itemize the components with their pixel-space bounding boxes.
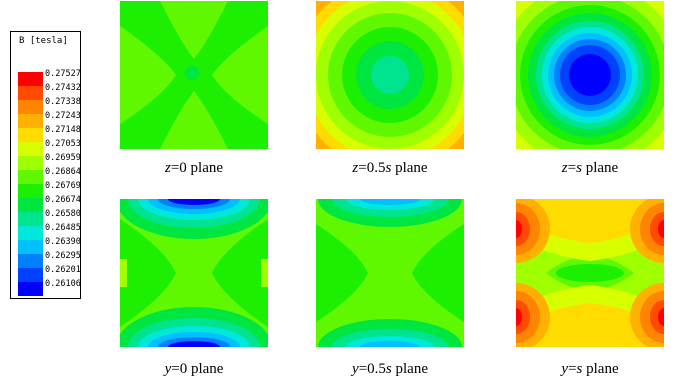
legend-swatch — [18, 240, 43, 254]
contour-plot-z0 — [120, 1, 268, 149]
contour-plot-y05s — [316, 199, 464, 347]
legend-swatch — [18, 226, 43, 240]
caption-y0: y=0 plane — [164, 361, 224, 377]
legend-label: 0.27527 — [45, 69, 81, 79]
caption-z05s: z=0.5s plane — [352, 160, 428, 176]
legend-swatch — [18, 212, 43, 226]
legend-label: 0.27338 — [45, 97, 81, 107]
legend-swatch — [18, 100, 43, 114]
legend-label: 0.26674 — [45, 195, 81, 205]
legend-label: 0.26106 — [45, 279, 81, 289]
contour-plot-ys — [516, 199, 664, 347]
legend-label: 0.26769 — [45, 181, 81, 191]
legend-label: 0.26864 — [45, 167, 81, 177]
legend-label: 0.26485 — [45, 223, 81, 233]
legend-swatch — [18, 198, 43, 212]
colorbar-legend: B [tesla] 0.27527 0.27432 0.27338 0.2724… — [10, 31, 81, 299]
caption-ys: y=s plane — [561, 361, 619, 377]
legend-swatch — [18, 72, 43, 86]
legend-color-scale — [18, 72, 43, 296]
legend-swatch — [18, 142, 43, 156]
contour-plot-z05s — [316, 1, 464, 149]
legend-swatch — [18, 156, 43, 170]
legend-swatch — [18, 114, 43, 128]
legend-label: 0.26390 — [45, 237, 81, 247]
legend-label: 0.27053 — [45, 139, 81, 149]
legend-label: 0.27148 — [45, 125, 81, 135]
legend-swatch — [18, 86, 43, 100]
contour-plot-y0 — [120, 199, 268, 347]
legend-label: 0.26580 — [45, 209, 81, 219]
legend-label: 0.26959 — [45, 153, 81, 163]
legend-swatch — [18, 128, 43, 142]
legend-label: 0.27243 — [45, 111, 81, 121]
legend-label: 0.27432 — [45, 83, 81, 93]
legend-label: 0.26201 — [45, 265, 81, 275]
legend-title: B [tesla] — [19, 36, 68, 46]
caption-y05s: y=0.5s plane — [352, 361, 428, 377]
legend-swatch — [18, 184, 43, 198]
legend-label: 0.26295 — [45, 251, 81, 261]
legend-swatch — [18, 268, 43, 282]
caption-z0: z=0 plane — [164, 160, 224, 176]
legend-labels: 0.27527 0.27432 0.27338 0.27243 0.27148 … — [45, 67, 81, 291]
contour-plot-zs — [516, 1, 664, 149]
legend-swatch — [18, 282, 43, 296]
legend-swatch — [18, 254, 43, 268]
legend-swatch — [18, 170, 43, 184]
caption-zs: z=s plane — [561, 160, 619, 176]
